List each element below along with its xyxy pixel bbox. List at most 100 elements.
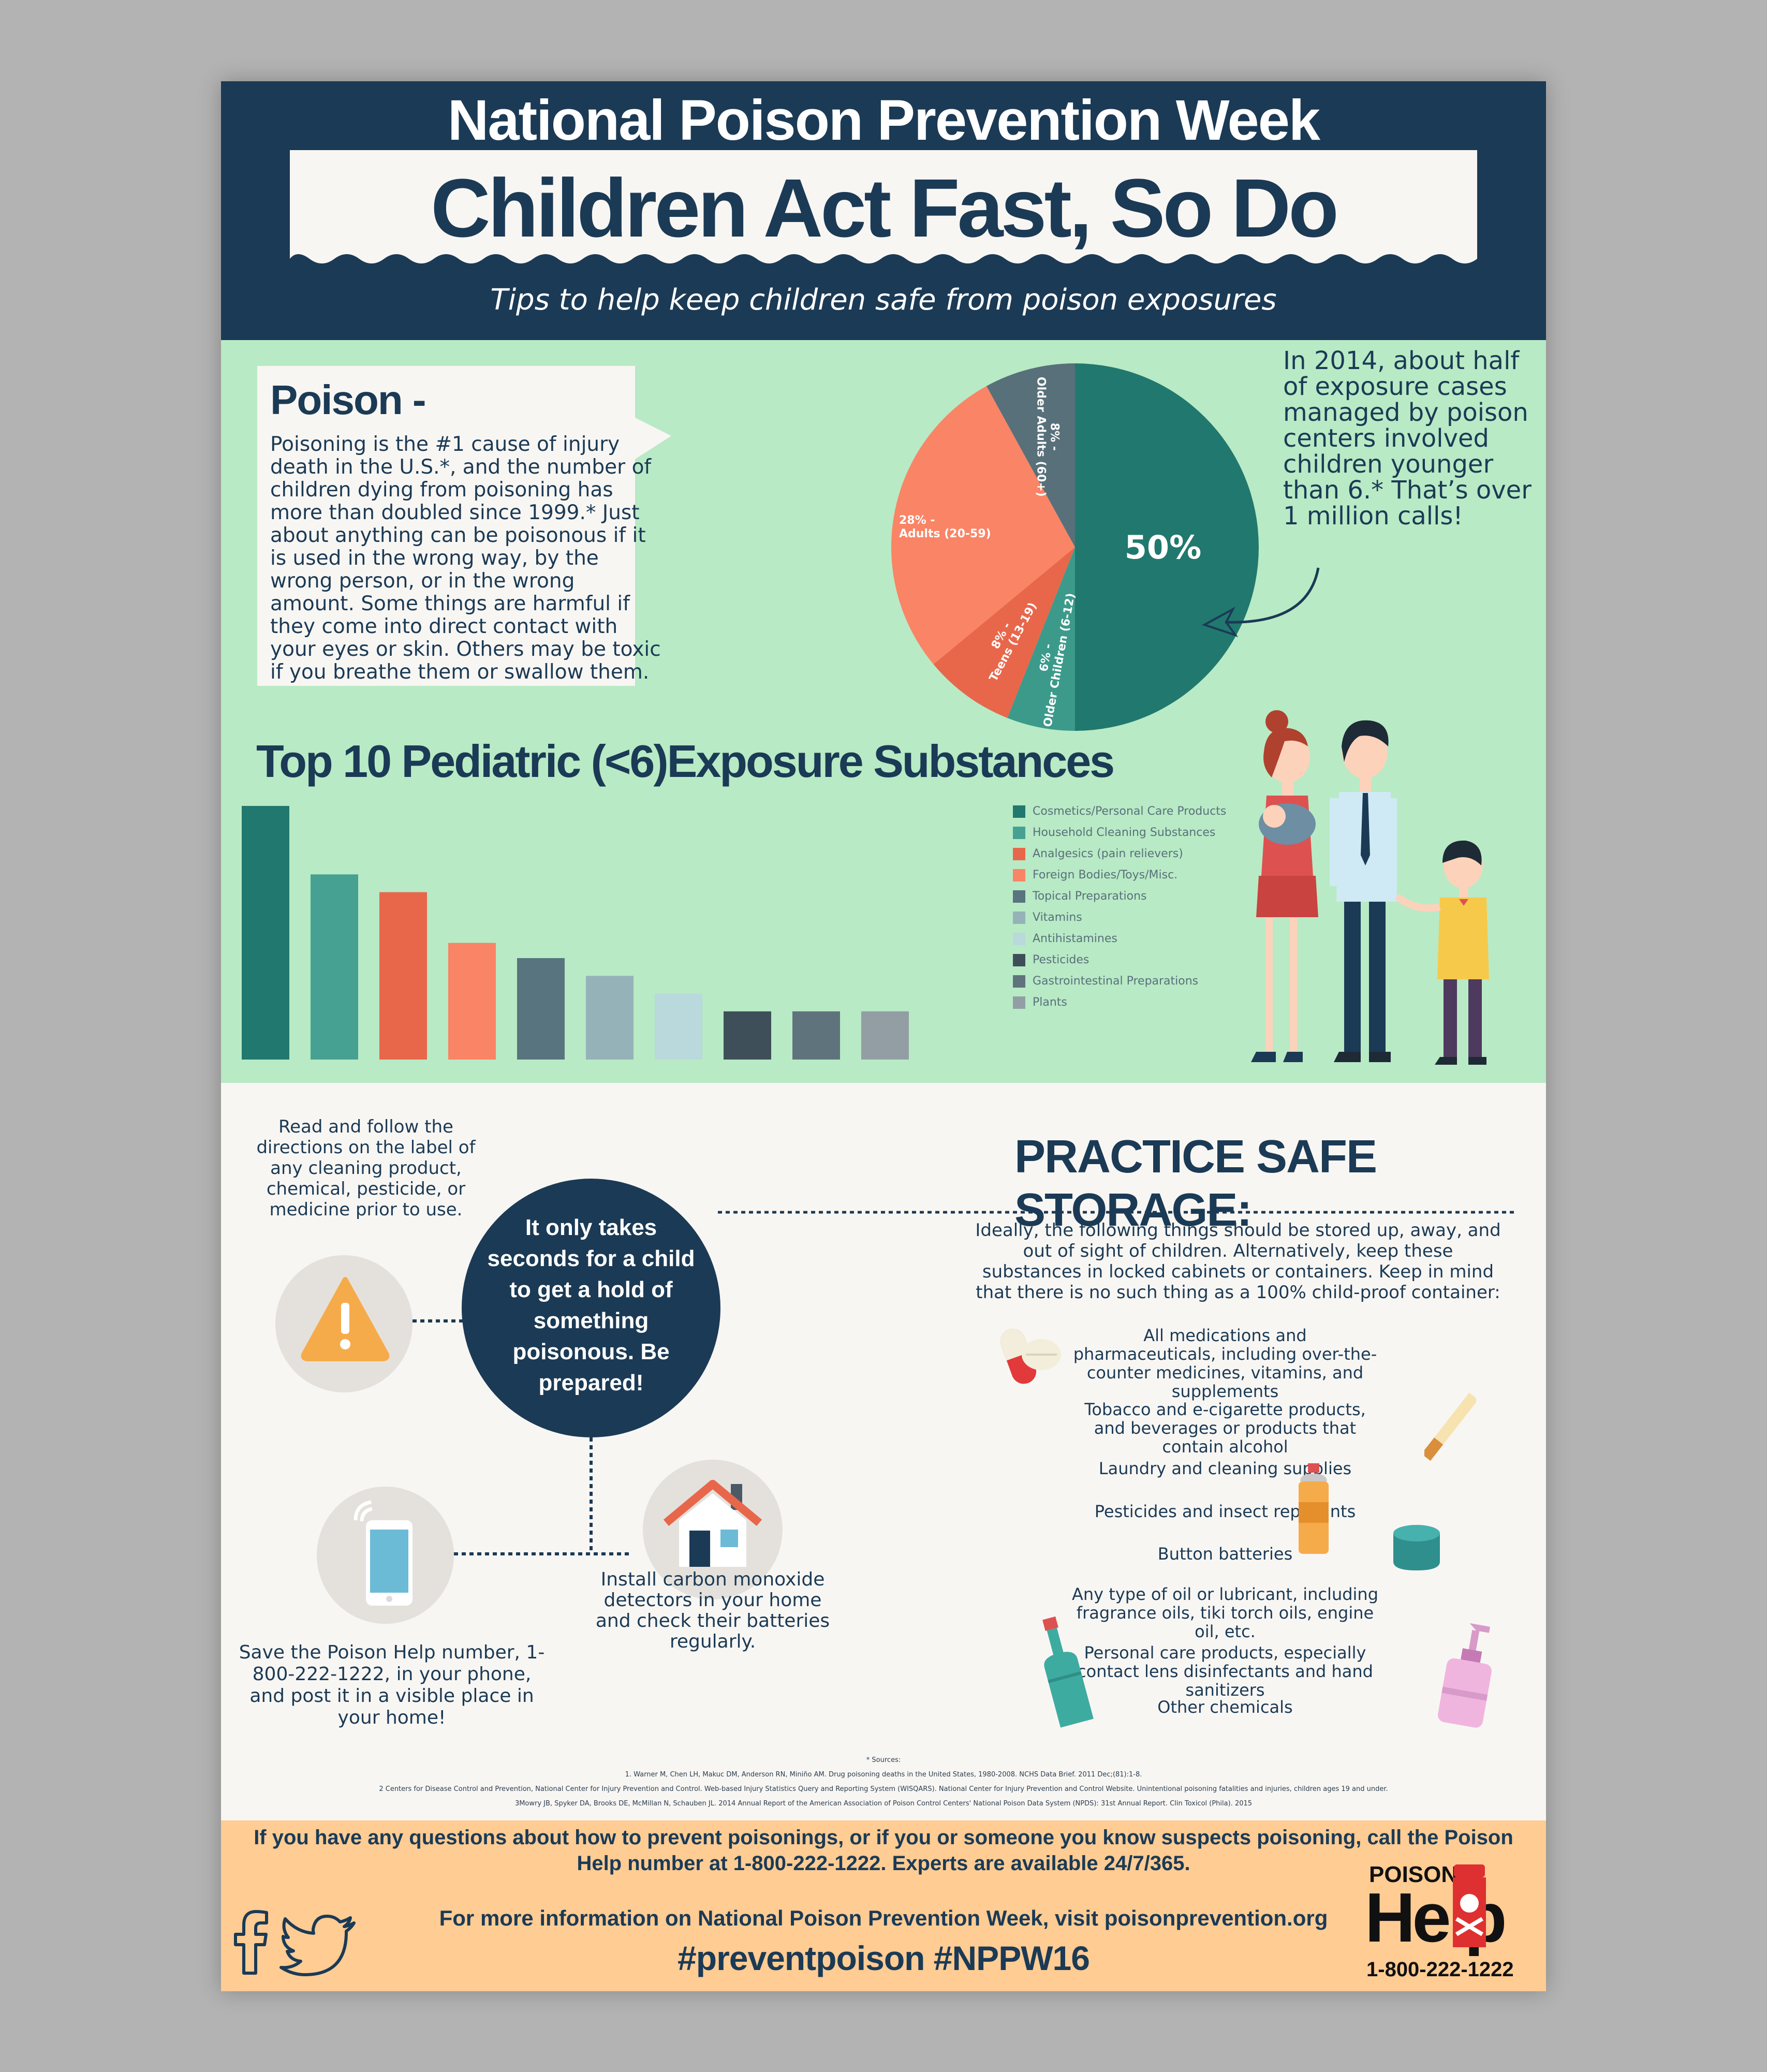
pie-note: In 2014, about half of exposure cases ma… [1283,346,1532,531]
pediatric-bar-chart [242,806,909,1060]
legend-item: Gastrointestinal Preparations [1013,971,1226,992]
connector-line [718,1211,1515,1214]
bar [517,958,565,1060]
legend-label: Antihistamines [1033,932,1117,945]
legend-label: Gastrointestinal Preparations [1033,975,1199,988]
pie-slice [933,547,1075,718]
pie-slice [986,363,1075,547]
storage-item: Personal care products, especially conta… [1077,1643,1373,1700]
age-pie-chart: 50%6% -Older Children (6-12)8% -Teens (1… [891,363,1259,731]
legend-item: Cosmetics/Personal Care Products [1013,801,1226,822]
infographic-page: National Poison Prevention Week Children… [221,81,1546,1991]
storage-item: All medications and pharmaceuticals, inc… [1073,1326,1377,1401]
pie-slice [891,386,1075,665]
legend-label: Topical Preparations [1033,890,1147,903]
legend-label: Household Cleaning Substances [1033,826,1216,839]
poison-help-number: 1-800-222-1222 [1366,1958,1514,1981]
footer [221,1820,1546,1991]
legend-swatch [1013,953,1025,966]
legend-label: Cosmetics/Personal Care Products [1033,805,1227,818]
legend-item: Foreign Bodies/Toys/Misc. [1013,864,1226,886]
soap-dispenser-icon [1438,1623,1492,1728]
headline: Children Act Fast, So Do Poisons [431,161,1339,363]
sources: * Sources: 1. Warner M, Chen LH, Makuc D… [242,1753,1525,1811]
storage-item: Other chemicals [1157,1697,1293,1717]
legend-label: Foreign Bodies/Toys/Misc. [1033,869,1178,881]
storage-intro: Ideally, the following things should be … [975,1220,1501,1303]
legend-item: Pesticides [1013,949,1226,971]
pie-pointer-arrow [1202,567,1320,637]
legend-swatch [1013,805,1025,818]
legend-item: Analgesics (pain relievers) [1013,843,1226,864]
bar [586,976,634,1060]
subtitle: Tips to help keep children safe from poi… [490,283,1277,317]
legend-label: Vitamins [1033,911,1082,924]
pie-slice [1007,547,1075,731]
legend-label: Pesticides [1033,953,1089,966]
skull-bottle-icon [1453,1864,1486,1947]
footer-question: If you have any questions about how to p… [221,1820,1546,1876]
legend-swatch [1013,869,1025,881]
bar [448,943,496,1060]
storage-item: Tobacco and e-cigarette products, and be… [1084,1400,1366,1457]
sources-label: * Sources: [866,1756,901,1764]
storage-item: Button batteries [1157,1544,1293,1564]
spray-can-icon [1299,1463,1329,1554]
poison-description: Poisoning is the #1 cause of injury deat… [270,433,661,684]
warning-icon [301,1277,390,1361]
battery-icon [1393,1525,1440,1570]
pie-slice-label: 8% -Older Adults (60+) [1034,377,1061,497]
legend-swatch [1013,847,1025,860]
facebook-icon[interactable] [232,1908,269,1976]
bar [655,993,702,1060]
storage-item: Any type of oil or lubricant, including … [1071,1584,1379,1641]
oil-bottle-icon [1042,1616,1094,1728]
legend-swatch [1013,911,1025,924]
headline-banner [290,150,1477,263]
legend-swatch [1013,826,1025,839]
bar-chart-legend: Cosmetics/Personal Care Products Househol… [1013,801,1226,1013]
bar [792,1011,840,1060]
legend-item: Antihistamines [1013,928,1226,949]
legend-item: Household Cleaning Substances [1013,822,1226,843]
family-illustration [1251,710,1489,1065]
bar [724,1011,771,1060]
pill-icon [1000,1329,1061,1384]
footer-question-text: If you have any questions about how to p… [254,1826,1513,1875]
center-message: It only takes seconds for a child to get… [487,1215,695,1395]
poison-title: Poison - [270,377,426,423]
poison-callout-box [257,366,671,686]
twitter-icon[interactable] [279,1914,357,1981]
legend-item: Vitamins [1013,907,1226,928]
center-message-circle [462,1179,720,1437]
legend-label: Plants [1033,996,1067,1009]
poison-help-logo-top: POISON [1369,1862,1458,1887]
event-title: National Poison Prevention Week [447,89,1320,152]
legend-item: Plants [1013,992,1226,1013]
tip-install-detectors: Install carbon monoxide detectors in you… [595,1569,830,1652]
bar [379,892,427,1060]
legend-swatch [1013,996,1025,1009]
phone-icon [354,1500,413,1606]
cigarette-icon [1424,1392,1476,1461]
source-line: 1. Warner M, Chen LH, Makuc DM, Anderson… [625,1771,1142,1779]
footer-more-info: For more information on National Poison … [439,1906,1328,1930]
connector-line [590,1437,593,1554]
bar-chart-title: Top 10 Pediatric (<6)Exposure Substances [256,736,1115,787]
footer-hashtags: #preventpoison #NPPW16 [678,1939,1090,1977]
bar [861,1011,909,1060]
bar [311,874,358,1060]
source-line: 2 Centers for Disease Control and Preven… [379,1785,1388,1793]
legend-swatch [1013,890,1025,903]
bar [242,806,289,1060]
legend-label: Analgesics (pain relievers) [1033,847,1183,860]
legend-item: Topical Preparations [1013,886,1226,907]
house-icon [663,1480,762,1567]
legend-swatch [1013,932,1025,945]
connector-line [454,1552,632,1555]
source-line: 3Mowry JB, Spyker DA, Brooks DE, McMilla… [514,1800,1253,1808]
legend-swatch [1013,975,1025,988]
pie-slice [1075,363,1259,731]
tip-save-number: Save the Poison Help number, 1-800-222-1… [239,1642,545,1728]
pie-slice-label: 50% [1125,528,1201,566]
